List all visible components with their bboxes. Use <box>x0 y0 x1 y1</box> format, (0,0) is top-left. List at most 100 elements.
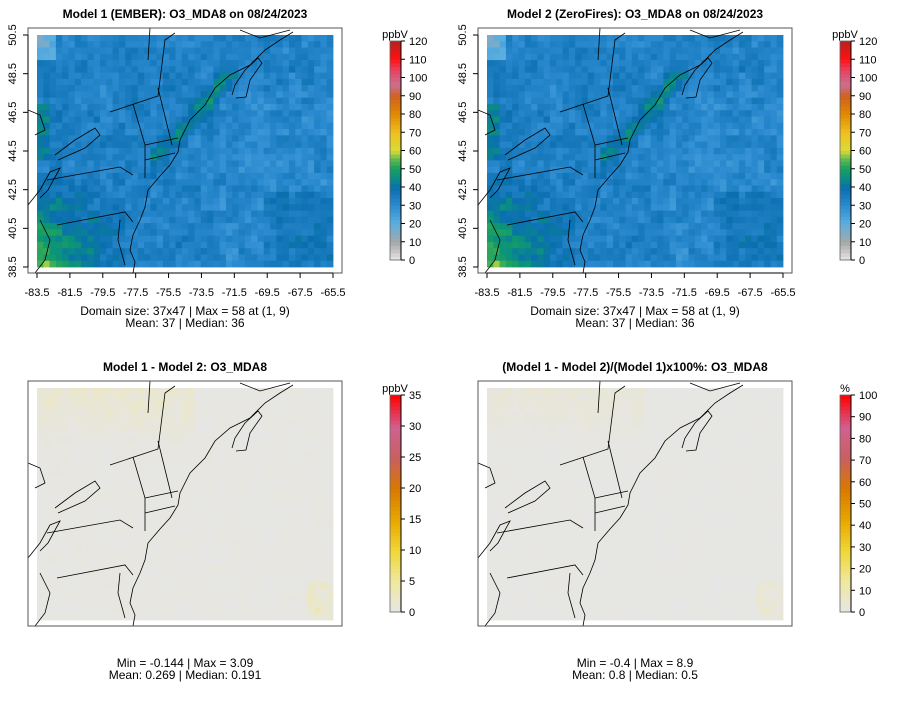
map-cell <box>175 35 183 42</box>
map-cell <box>137 519 145 527</box>
map-cell <box>213 216 221 224</box>
map-cell <box>625 241 633 249</box>
map-cell <box>81 513 88 521</box>
map-cell <box>263 160 271 168</box>
map-cell <box>118 172 126 180</box>
map-cell <box>93 53 101 61</box>
map-cell <box>320 229 328 237</box>
map-cell <box>295 538 302 546</box>
map-cell <box>606 110 614 117</box>
map-cell <box>106 519 113 527</box>
map-cell <box>156 110 164 117</box>
map-cell <box>625 41 633 48</box>
map-cell <box>537 35 545 42</box>
map-cell <box>125 241 132 249</box>
map-cell <box>301 482 309 489</box>
map-cell <box>270 488 277 495</box>
map-cell <box>150 47 158 55</box>
colorbar-segment <box>840 219 851 224</box>
map-cell <box>175 198 183 205</box>
map-cell <box>320 191 328 199</box>
map-cell <box>669 47 677 55</box>
x-tick-label: -81.5 <box>57 287 82 299</box>
colorbar-segment <box>840 216 851 221</box>
map-cell <box>213 185 221 193</box>
map-cell <box>720 216 727 224</box>
map-cell <box>770 91 778 99</box>
map-cell <box>244 488 252 495</box>
map-cell <box>644 254 652 262</box>
map-cell <box>669 97 677 105</box>
map-cell <box>131 185 139 193</box>
map-cell <box>263 519 271 527</box>
map-cell <box>732 241 740 249</box>
map-cell <box>219 469 227 477</box>
map-cell <box>282 91 290 99</box>
map-cell <box>244 400 252 408</box>
map-cell <box>219 494 227 502</box>
map-cell <box>68 406 76 414</box>
map-cell <box>106 513 113 521</box>
map-cell <box>207 456 214 464</box>
map-cell <box>732 47 740 55</box>
map-cell <box>99 66 107 74</box>
map-cell <box>169 488 176 495</box>
map-cell <box>682 110 689 117</box>
map-cell <box>49 456 57 464</box>
map-cell <box>738 254 746 262</box>
map-cell <box>68 519 76 527</box>
map-cell <box>87 494 95 502</box>
map-cell <box>131 235 139 243</box>
map-cell <box>74 532 82 539</box>
map-cell <box>751 185 759 193</box>
map-cell <box>232 116 239 124</box>
colorbar-tick-label: 60 <box>859 146 871 158</box>
map-cell <box>68 456 76 464</box>
map-cell <box>156 482 164 489</box>
map-cell <box>200 235 208 243</box>
map-cell <box>587 141 595 149</box>
map-cell <box>251 166 258 174</box>
map-cell <box>137 66 145 74</box>
map-cell <box>188 475 195 483</box>
map-cell <box>232 248 239 255</box>
map-cell <box>68 47 76 55</box>
map-cell <box>270 210 277 218</box>
map-cell <box>150 66 158 74</box>
map-cell <box>106 210 113 218</box>
map-cell <box>631 166 639 174</box>
map-cell <box>99 544 107 552</box>
map-cell <box>720 223 727 230</box>
map-cell <box>213 241 221 249</box>
map-cell <box>764 241 771 249</box>
map-cell <box>295 475 302 483</box>
map-cell <box>745 154 752 161</box>
colorbar-segment <box>390 103 401 108</box>
map-cell <box>68 248 76 255</box>
map-cell <box>524 248 532 255</box>
map-cell <box>619 66 626 74</box>
map-cell <box>487 248 494 255</box>
map-cell <box>587 103 595 111</box>
map-cell <box>118 78 126 86</box>
map-cell <box>37 394 44 401</box>
map-cell <box>537 122 545 130</box>
map-cell <box>751 179 759 186</box>
map-cell <box>194 110 202 117</box>
colorbar-segment <box>840 48 851 53</box>
map-cell <box>131 254 139 262</box>
map-cell <box>200 494 208 502</box>
map-cell <box>619 154 626 161</box>
colorbar-segment <box>390 51 401 57</box>
map-cell <box>675 229 683 237</box>
map-cell <box>625 216 633 224</box>
map-cell <box>326 544 334 552</box>
map-cell <box>694 179 702 186</box>
map-cell <box>751 135 759 142</box>
map-cell <box>619 72 626 80</box>
map-cell <box>537 210 545 218</box>
map-cell <box>213 229 221 237</box>
map-cell <box>213 135 221 142</box>
map-cell <box>81 519 88 527</box>
colorbar-segment <box>840 154 851 159</box>
